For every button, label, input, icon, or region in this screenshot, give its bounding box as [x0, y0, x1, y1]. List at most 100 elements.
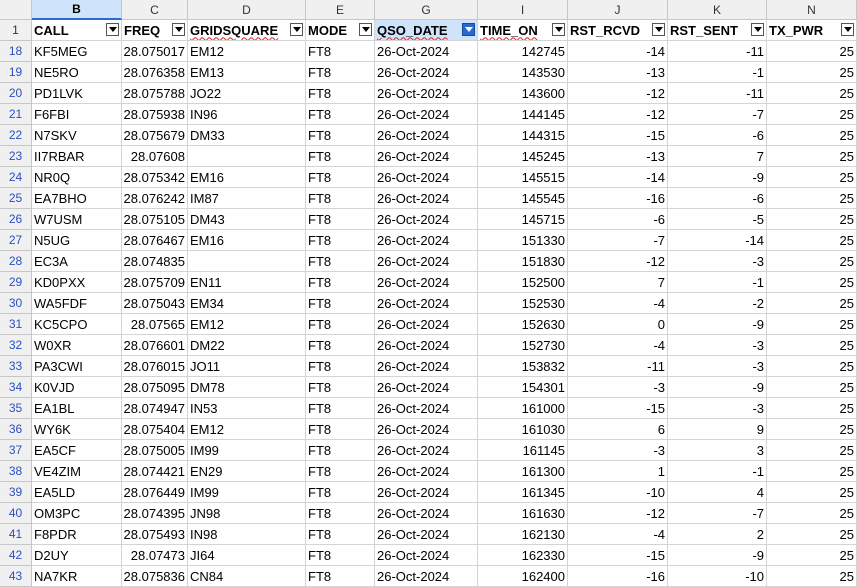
cell-mode[interactable]: FT8 — [306, 272, 375, 293]
cell-call[interactable]: F8PDR — [32, 524, 122, 545]
cell-date[interactable]: 26-Oct-2024 — [375, 377, 478, 398]
cell-grid[interactable]: JN98 — [188, 503, 306, 524]
row-number[interactable]: 1 — [0, 20, 32, 41]
cell-rcvd[interactable]: -3 — [568, 377, 668, 398]
cell-pwr[interactable]: 25 — [767, 125, 857, 146]
cell-grid[interactable]: EM13 — [188, 62, 306, 83]
cell-mode[interactable]: FT8 — [306, 377, 375, 398]
dropdown-arrow-icon[interactable] — [106, 23, 119, 36]
cell-call[interactable]: KF5MEG — [32, 41, 122, 62]
cell-call[interactable]: F6FBI — [32, 104, 122, 125]
row-number[interactable]: 41 — [0, 524, 32, 545]
cell-sent[interactable]: -3 — [668, 398, 767, 419]
cell-time[interactable]: 152530 — [478, 293, 568, 314]
cell-freq[interactable]: 28.075017 — [122, 41, 188, 62]
row-number[interactable]: 24 — [0, 167, 32, 188]
cell-grid[interactable] — [188, 146, 306, 167]
row-number[interactable]: 27 — [0, 230, 32, 251]
cell-time[interactable]: 151330 — [478, 230, 568, 251]
cell-time[interactable]: 145515 — [478, 167, 568, 188]
cell-time[interactable]: 161300 — [478, 461, 568, 482]
cell-rcvd[interactable]: -3 — [568, 440, 668, 461]
column-header-k[interactable]: K — [668, 0, 767, 20]
cell-date[interactable]: 26-Oct-2024 — [375, 545, 478, 566]
cell-call[interactable]: NE5RO — [32, 62, 122, 83]
cell-rcvd[interactable]: -13 — [568, 146, 668, 167]
cell-freq[interactable]: 28.075836 — [122, 566, 188, 587]
cell-time[interactable]: 161145 — [478, 440, 568, 461]
cell-sent[interactable]: -6 — [668, 125, 767, 146]
cell-freq[interactable]: 28.074835 — [122, 251, 188, 272]
cell-grid[interactable]: EM34 — [188, 293, 306, 314]
cell-mode[interactable]: FT8 — [306, 188, 375, 209]
cell-mode[interactable]: FT8 — [306, 167, 375, 188]
cell-date[interactable]: 26-Oct-2024 — [375, 314, 478, 335]
cell-pwr[interactable]: 25 — [767, 398, 857, 419]
cell-sent[interactable]: -3 — [668, 251, 767, 272]
cell-sent[interactable]: -11 — [668, 83, 767, 104]
cell-pwr[interactable]: 25 — [767, 524, 857, 545]
cell-mode[interactable]: FT8 — [306, 461, 375, 482]
row-number[interactable]: 25 — [0, 188, 32, 209]
cell-pwr[interactable]: 25 — [767, 251, 857, 272]
cell-freq[interactable]: 28.074395 — [122, 503, 188, 524]
cell-date[interactable]: 26-Oct-2024 — [375, 461, 478, 482]
cell-freq[interactable]: 28.075095 — [122, 377, 188, 398]
cell-freq[interactable]: 28.075105 — [122, 209, 188, 230]
cell-time[interactable]: 162130 — [478, 524, 568, 545]
cell-sent[interactable]: 9 — [668, 419, 767, 440]
cell-date[interactable]: 26-Oct-2024 — [375, 188, 478, 209]
header-cell-rst-rcvd[interactable]: RST_RCVD — [568, 20, 668, 41]
row-number[interactable]: 22 — [0, 125, 32, 146]
cell-grid[interactable]: EN11 — [188, 272, 306, 293]
cell-rcvd[interactable]: -6 — [568, 209, 668, 230]
cell-rcvd[interactable]: -16 — [568, 566, 668, 587]
cell-mode[interactable]: FT8 — [306, 482, 375, 503]
cell-freq[interactable]: 28.075005 — [122, 440, 188, 461]
cell-sent[interactable]: -3 — [668, 356, 767, 377]
cell-mode[interactable]: FT8 — [306, 335, 375, 356]
cell-grid[interactable]: DM78 — [188, 377, 306, 398]
cell-grid[interactable]: IN53 — [188, 398, 306, 419]
cell-grid[interactable]: EM12 — [188, 314, 306, 335]
cell-grid[interactable]: EN29 — [188, 461, 306, 482]
header-cell-tx-pwr[interactable]: TX_PWR — [767, 20, 857, 41]
cell-date[interactable]: 26-Oct-2024 — [375, 83, 478, 104]
cell-date[interactable]: 26-Oct-2024 — [375, 419, 478, 440]
cell-sent[interactable]: -1 — [668, 62, 767, 83]
cell-freq[interactable]: 28.075938 — [122, 104, 188, 125]
dropdown-arrow-icon[interactable] — [552, 23, 565, 36]
cell-mode[interactable]: FT8 — [306, 41, 375, 62]
cell-rcvd[interactable]: -4 — [568, 293, 668, 314]
cell-sent[interactable]: 4 — [668, 482, 767, 503]
row-number[interactable]: 36 — [0, 419, 32, 440]
cell-pwr[interactable]: 25 — [767, 41, 857, 62]
cell-grid[interactable]: JI64 — [188, 545, 306, 566]
cell-freq[interactable]: 28.076015 — [122, 356, 188, 377]
cell-freq[interactable]: 28.075493 — [122, 524, 188, 545]
cell-rcvd[interactable]: -12 — [568, 251, 668, 272]
cell-pwr[interactable]: 25 — [767, 503, 857, 524]
row-number[interactable]: 42 — [0, 545, 32, 566]
cell-rcvd[interactable]: 7 — [568, 272, 668, 293]
cell-time[interactable]: 162330 — [478, 545, 568, 566]
cell-date[interactable]: 26-Oct-2024 — [375, 524, 478, 545]
cell-mode[interactable]: FT8 — [306, 440, 375, 461]
dropdown-arrow-icon[interactable] — [751, 23, 764, 36]
row-number[interactable]: 29 — [0, 272, 32, 293]
cell-rcvd[interactable]: 6 — [568, 419, 668, 440]
cell-mode[interactable]: FT8 — [306, 62, 375, 83]
cell-mode[interactable]: FT8 — [306, 503, 375, 524]
header-cell-qso-date[interactable]: QSO_DATE — [375, 20, 478, 41]
cell-rcvd[interactable]: -15 — [568, 545, 668, 566]
cell-rcvd[interactable]: -13 — [568, 62, 668, 83]
cell-rcvd[interactable]: -16 — [568, 188, 668, 209]
cell-call[interactable]: N7SKV — [32, 125, 122, 146]
cell-date[interactable]: 26-Oct-2024 — [375, 503, 478, 524]
row-number[interactable]: 43 — [0, 566, 32, 587]
cell-pwr[interactable]: 25 — [767, 356, 857, 377]
cell-mode[interactable]: FT8 — [306, 146, 375, 167]
cell-grid[interactable]: DM33 — [188, 125, 306, 146]
cell-time[interactable]: 161630 — [478, 503, 568, 524]
cell-time[interactable]: 152630 — [478, 314, 568, 335]
